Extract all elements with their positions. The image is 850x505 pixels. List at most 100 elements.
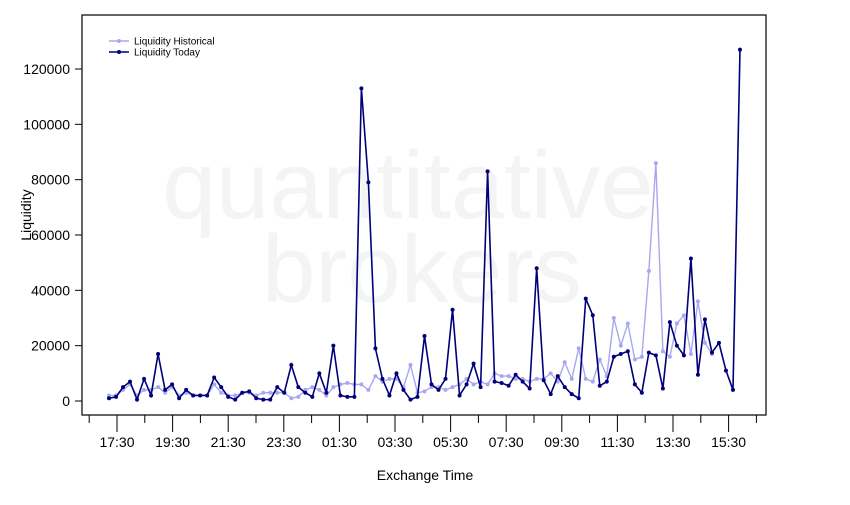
- series-0-point-77: [646, 268, 651, 273]
- series-1-point-15: [212, 375, 217, 380]
- x-tick-label-11: 15:30: [711, 434, 746, 450]
- series-1-point-54: [485, 169, 490, 174]
- series-1-point-22: [261, 397, 266, 402]
- series-1-point-42: [401, 387, 406, 392]
- series-1-point-84: [695, 372, 700, 377]
- series-1-point-46: [429, 382, 434, 387]
- series-1-point-52: [471, 361, 476, 366]
- series-0-point-23: [268, 390, 273, 395]
- series-1-point-49: [450, 307, 455, 312]
- series-0-point-79: [660, 349, 665, 354]
- series-1-point-53: [478, 385, 483, 390]
- y-tick-label-5: 100000: [23, 116, 70, 132]
- series-1-point-79: [660, 386, 665, 391]
- y-tick-label-1: 20000: [31, 338, 70, 354]
- series-0-point-65: [562, 360, 567, 365]
- series-1-point-70: [597, 383, 602, 388]
- series-1-point-68: [583, 296, 588, 301]
- x-tick-label-9: 11:30: [600, 434, 634, 450]
- series-0-point-16: [219, 390, 224, 395]
- series-1-point-72: [611, 354, 616, 359]
- series-0-point-45: [422, 389, 427, 394]
- series-0-point-15: [212, 382, 217, 387]
- series-1-point-3: [128, 379, 133, 384]
- x-axis-title: Exchange Time: [377, 467, 474, 483]
- series-0-point-49: [450, 385, 455, 390]
- series-0-point-74: [625, 321, 630, 326]
- series-1-point-31: [324, 390, 329, 395]
- x-tick-label-4: 01:30: [322, 434, 357, 450]
- series-1-point-63: [548, 392, 553, 397]
- y-tick-label-2: 40000: [31, 282, 70, 298]
- x-tick-label-7: 07:30: [489, 434, 524, 450]
- series-0-point-54: [485, 382, 490, 387]
- series-0-point-24: [275, 390, 280, 395]
- series-0-point-32: [331, 385, 336, 390]
- x-tick-label-5: 03:30: [377, 434, 412, 450]
- series-1-point-0: [107, 396, 111, 401]
- series-0-point-8: [163, 390, 168, 395]
- legend-marker-0: [117, 39, 121, 43]
- x-axis: 17:30 19:30 21:30 23:30 01:30 03:30 05:30 07:30…: [88, 415, 757, 450]
- series-1-point-34: [345, 394, 350, 399]
- series-0-point-27: [296, 394, 301, 399]
- series-1-point-82: [681, 353, 686, 358]
- series-1-point-90: [738, 47, 742, 52]
- legend-label-0: Liquidity Historical: [134, 37, 215, 48]
- series-0-point-30: [317, 387, 322, 392]
- series-0-point-22: [261, 390, 266, 395]
- series-1-point-47: [436, 387, 441, 392]
- series-1-point-60: [527, 386, 532, 391]
- series-0-point-61: [534, 376, 539, 381]
- series-1-point-19: [240, 390, 245, 395]
- series-1-point-40: [387, 393, 392, 398]
- series-1-point-64: [555, 374, 560, 379]
- series-1-point-88: [723, 368, 728, 373]
- series-1-point-27: [296, 385, 301, 390]
- series-1: [107, 47, 742, 402]
- x-tick-label-8: 09:30: [544, 434, 579, 450]
- x-tick-label-3: 23:30: [266, 434, 301, 450]
- series-1-point-4: [135, 397, 140, 402]
- series-1-point-18: [233, 397, 238, 402]
- series-1-point-55: [492, 379, 497, 384]
- series-0-point-76: [639, 354, 644, 359]
- series-1-point-33: [338, 393, 343, 398]
- series-0-point-83: [688, 351, 693, 356]
- series-1-point-38: [373, 346, 378, 351]
- y-tick-label-6: 120000: [23, 61, 70, 77]
- series-1-point-16: [219, 385, 224, 390]
- series-0-point-80: [667, 354, 672, 359]
- y-tick-label-4: 80000: [31, 172, 70, 188]
- series-0-point-56: [499, 374, 504, 379]
- series-1-point-43: [408, 397, 413, 402]
- series-0-point-40: [387, 376, 392, 381]
- series-0-point-84: [695, 299, 700, 304]
- series-1-point-87: [716, 340, 721, 345]
- series-1-point-71: [604, 379, 609, 384]
- series-1-point-67: [576, 396, 581, 401]
- series-0-point-73: [618, 343, 623, 348]
- series-1-point-9: [170, 382, 175, 387]
- x-tick-label-0: 17:30: [99, 434, 134, 450]
- plot-frame: [81, 14, 767, 416]
- watermark-line-1: quantitative: [162, 132, 653, 239]
- series-1-point-7: [156, 351, 161, 356]
- series-1-point-6: [149, 393, 154, 398]
- series-1-point-74: [625, 349, 630, 354]
- series-1-point-76: [639, 390, 644, 395]
- legend-marker-1: [117, 50, 121, 54]
- series-1-point-80: [667, 320, 672, 325]
- series-1-point-44: [415, 394, 420, 399]
- series-1-point-57: [506, 383, 511, 388]
- series-0-point-85: [702, 340, 707, 345]
- series-1-point-12: [191, 393, 196, 398]
- series-0-point-37: [366, 387, 371, 392]
- series-1-point-39: [380, 376, 385, 381]
- series-0-point-75: [632, 357, 637, 362]
- series-1-point-86: [709, 350, 714, 355]
- series-1-point-1: [114, 394, 119, 399]
- series-1-point-14: [205, 393, 210, 398]
